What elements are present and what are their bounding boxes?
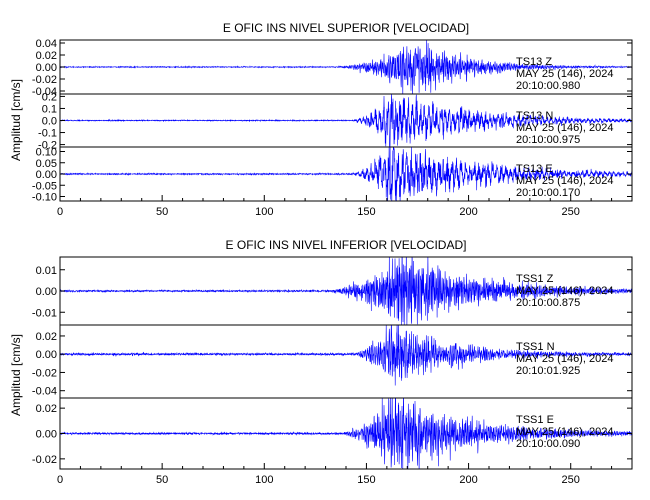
panel-date-label: MAY 25 (146), 2024 [516, 426, 613, 438]
x-tick-label: 150 [357, 474, 375, 486]
chart-lower-title: E OFIC INS NIVEL INFERIOR [VELOCIDAD] [226, 238, 467, 252]
x-tick-label: 50 [156, 474, 168, 486]
x-tick-label: 50 [156, 206, 168, 218]
x-tick-label: 0 [57, 474, 63, 486]
panel-time-label: 20:10:00.090 [516, 438, 580, 450]
y-tick-label: 0.10 [36, 147, 57, 159]
lower-x-axis: 0 50 100 150 200 250 [57, 463, 633, 486]
panel-station-label: TSS1 N [516, 341, 555, 353]
x-tick-label: 100 [255, 206, 273, 218]
panel-time-label: 20:10:00.975 [516, 134, 580, 146]
y-tick-label: 0.01 [36, 265, 57, 277]
waveform-trace [60, 398, 632, 469]
panel-station-label: TS13 Z [516, 56, 552, 68]
waveform-trace [60, 325, 632, 386]
waveform-trace [60, 147, 632, 201]
y-tick-label: 0.00 [36, 169, 57, 181]
panel-date-label: MAY 25 (146), 2024 [516, 353, 613, 365]
y-tick-label: -0.01 [32, 307, 57, 319]
chart-lower: E OFIC INS NIVEL INFERIOR [VELOCIDAD] Am… [9, 238, 633, 486]
panel-time-label: 20:10:01.925 [516, 365, 580, 377]
y-tick-label: 0.00 [36, 286, 57, 298]
x-tick-label: 150 [357, 206, 375, 218]
y-tick-label: -0.02 [32, 454, 57, 466]
y-tick-label: -0.2 [38, 140, 57, 152]
x-tick-label: 250 [562, 474, 580, 486]
x-tick-label: 250 [562, 206, 580, 218]
y-tick-label: -0.02 [32, 74, 57, 86]
panel-date-label: MAY 25 (146), 2024 [516, 122, 613, 134]
x-tick-label: 200 [459, 206, 477, 218]
panel-time-label: 20:10:00.170 [516, 187, 580, 199]
y-tick-label: -0.02 [32, 367, 57, 379]
y-tick-label: 0.04 [36, 38, 57, 50]
chart-upper-ylabel: Amplitud [cm/s] [9, 79, 23, 161]
waveform-trace [60, 257, 632, 325]
chart-upper: E OFIC INS NIVEL SUPERIOR [VELOCIDAD] Am… [9, 21, 633, 218]
panel-station-label: TSS1 E [516, 414, 554, 426]
panel-date-label: MAY 25 (146), 2024 [516, 175, 613, 187]
panel-station-label: TS13 N [516, 110, 553, 122]
y-tick-label: 0.2 [42, 91, 57, 103]
y-tick-label: 0.02 [36, 50, 57, 62]
y-tick-label: 0.00 [36, 62, 57, 74]
panel-date-label: MAY 25 (146), 2024 [516, 285, 613, 297]
panel-time-label: 20:10:00.875 [516, 297, 580, 309]
x-tick-label: 0 [57, 206, 63, 218]
x-tick-label: 100 [255, 474, 273, 486]
y-tick-label: 0.0 [42, 116, 57, 128]
y-tick-label: -0.1 [38, 128, 57, 140]
y-tick-label: -0.10 [32, 192, 57, 204]
y-tick-label: 0.02 [36, 331, 57, 343]
panel-station-label: TS13 E [516, 163, 553, 175]
y-tick-label: 0.1 [42, 103, 57, 115]
chart-lower-ylabel: Amplitud [cm/s] [9, 334, 23, 416]
waveform-trace [60, 94, 632, 147]
waveform-trace [60, 40, 632, 94]
y-tick-label: 0.00 [36, 429, 57, 441]
y-tick-label: -0.05 [32, 180, 57, 192]
panel-date-label: MAY 25 (146), 2024 [516, 68, 613, 80]
chart-upper-title: E OFIC INS NIVEL SUPERIOR [VELOCIDAD] [223, 21, 469, 35]
y-tick-label: -0.04 [32, 386, 57, 398]
upper-x-axis: 0 50 100 150 200 250 [57, 195, 633, 218]
y-tick-label: 0.02 [36, 403, 57, 415]
panel-time-label: 20:10:00.980 [516, 80, 580, 92]
panel-station-label: TSS1 Z [516, 273, 554, 285]
y-tick-label: -0.04 [32, 86, 57, 98]
x-tick-label: 200 [459, 474, 477, 486]
y-tick-label: 0.05 [36, 158, 57, 170]
y-tick-label: 0.00 [36, 349, 57, 361]
